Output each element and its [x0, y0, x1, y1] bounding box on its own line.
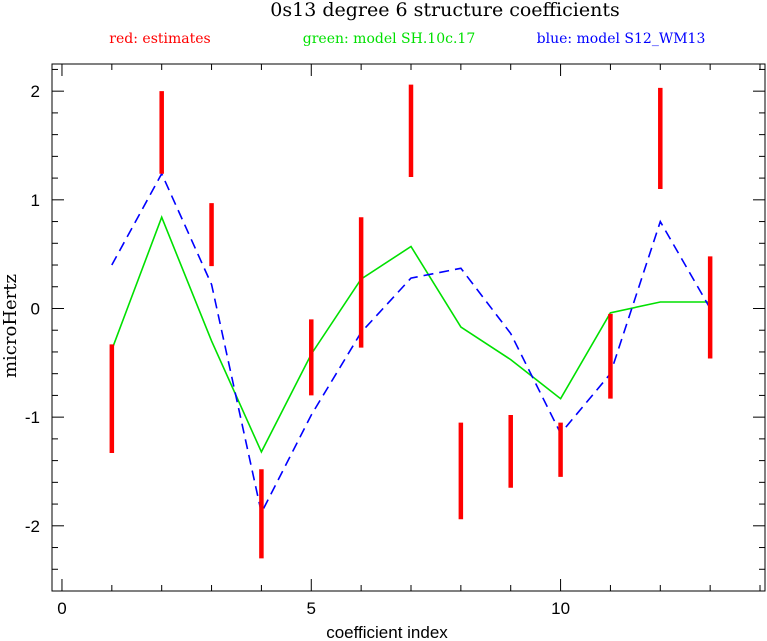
y-tick-label: -1	[25, 408, 40, 427]
y-tick-label: 1	[31, 191, 40, 210]
legend-model-s12: blue: model S12_WM13	[537, 31, 706, 47]
x-axis-label: coefficient index	[326, 623, 448, 641]
y-tick-label: 0	[31, 299, 40, 318]
x-tick-label: 10	[551, 599, 570, 618]
plot-frame	[51, 63, 766, 592]
series-line-model-sh	[111, 214, 711, 454]
series-line-model-s12	[111, 171, 711, 516]
chart-title: 0s13 degree 6 structure coefficients	[270, 0, 619, 21]
y-tick-label: 2	[31, 82, 40, 101]
plot-marks	[109, 84, 713, 559]
legend-estimates: red: estimates	[109, 31, 210, 47]
x-tick-label: 0	[57, 599, 66, 618]
y-tick-label: -2	[25, 517, 40, 536]
x-tick-label: 5	[307, 599, 316, 618]
y-axis-label: microHertz	[0, 274, 21, 378]
legend-model-sh: green: model SH.10c.17	[303, 31, 475, 47]
